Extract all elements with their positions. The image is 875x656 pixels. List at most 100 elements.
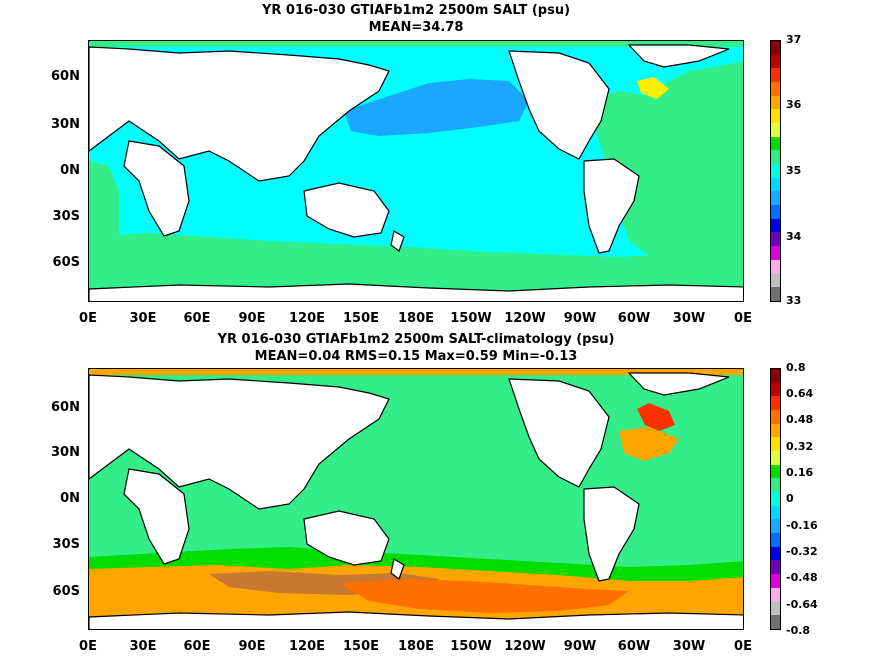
lon-label: 30W — [672, 311, 706, 326]
lon-label: 30E — [129, 311, 157, 326]
colorbar-tick-label: 0.48 — [786, 413, 814, 426]
colorbar-swatch — [771, 505, 780, 520]
panel1-map — [88, 40, 744, 302]
field-cell — [589, 61, 743, 266]
land-polygon — [303, 182, 390, 238]
colorbar-tick-label: 33 — [786, 294, 802, 307]
lon-label: 150W — [450, 311, 492, 326]
colorbar-tick-label: -0.8 — [786, 624, 811, 637]
colorbar-swatch — [771, 246, 780, 260]
lon-label: 90E — [238, 639, 266, 654]
land-polygon — [583, 486, 640, 582]
lon-label: 30E — [129, 639, 157, 654]
colorbar-swatch — [771, 615, 780, 629]
colorbar-swatch — [771, 382, 780, 397]
colorbar-swatch — [771, 82, 780, 96]
colorbar-swatch — [771, 109, 780, 124]
colorbar-tick-label: 37 — [786, 33, 802, 46]
colorbar-swatch — [771, 423, 780, 438]
colorbar-swatch — [771, 492, 780, 506]
colorbar-swatch — [771, 587, 780, 602]
colorbar-swatch — [771, 205, 780, 219]
colorbar-tick-label: 0.32 — [786, 440, 814, 453]
colorbar-swatch — [771, 136, 780, 151]
colorbar-tick-label: 0.8 — [786, 361, 806, 374]
colorbar-swatch — [771, 218, 780, 233]
lat-label: 60S — [52, 584, 80, 599]
colorbar-swatch — [771, 437, 780, 452]
lon-label: 90E — [238, 311, 266, 326]
land-polygon — [390, 230, 405, 252]
lon-label: 120E — [288, 311, 326, 326]
panel2-ocean-field — [89, 369, 743, 629]
colorbar-swatch — [771, 464, 780, 479]
lat-label: 30N — [51, 445, 80, 460]
lon-label: 0E — [79, 311, 97, 326]
colorbar-swatch — [771, 164, 780, 178]
lon-label: 120E — [288, 639, 326, 654]
colorbar-tick-label: 36 — [786, 98, 802, 111]
lon-label: 180E — [397, 311, 435, 326]
field-cell — [89, 41, 743, 47]
lat-label: 0N — [60, 491, 80, 506]
land-polygon — [583, 158, 640, 254]
colorbar-tick-label: 34 — [786, 230, 802, 243]
colorbar-tick-label: 0.16 — [786, 466, 814, 479]
panel2-title: YR 016-030 GTIAFb1m2 2500m SALT-climatol… — [217, 332, 615, 347]
panel2-map — [88, 368, 744, 630]
colorbar-swatch — [771, 546, 780, 561]
land-polygon — [303, 510, 390, 566]
lon-label: 150E — [342, 639, 380, 654]
lon-label: 60W — [617, 639, 651, 654]
colorbar-swatch — [771, 451, 780, 465]
lon-label: 0E — [734, 311, 752, 326]
panel2-land — [89, 372, 743, 629]
lat-label: 60N — [51, 69, 80, 84]
lat-label: 60S — [52, 255, 80, 270]
field-cell — [637, 77, 669, 99]
field-cell — [89, 233, 743, 301]
colorbar-swatch — [771, 574, 780, 588]
lon-label: 30W — [672, 639, 706, 654]
colorbar-tick-label: -0.16 — [786, 519, 818, 532]
lat-label: 0N — [60, 163, 80, 178]
colorbar-tick-label: -0.64 — [786, 598, 818, 611]
colorbar-tick-label: 35 — [786, 164, 802, 177]
lon-label: 0E — [79, 639, 97, 654]
lat-label: 30S — [52, 537, 80, 552]
colorbar-tick-label: -0.48 — [786, 571, 818, 584]
colorbar-swatch — [771, 259, 780, 274]
panel2-subtitle: MEAN=0.04 RMS=0.15 Max=0.59 Min=-0.13 — [254, 349, 578, 364]
colorbar-swatch — [771, 41, 780, 55]
land-polygon — [508, 50, 610, 160]
land-polygon — [508, 378, 610, 488]
panel1-ocean-field — [89, 41, 743, 301]
colorbar-tick-label: 0.64 — [786, 387, 814, 400]
colorbar-swatch — [771, 601, 780, 616]
colorbar-swatch — [771, 177, 780, 192]
field-cell — [339, 579, 629, 613]
land-polygon — [123, 468, 190, 565]
panel1-colorbar — [770, 40, 781, 302]
colorbar-swatch — [771, 123, 780, 137]
field-cell — [89, 369, 743, 375]
land-polygon — [89, 374, 390, 510]
field-cell — [344, 79, 529, 136]
panel1-field — [89, 41, 743, 301]
colorbar-tick-label: -0.32 — [786, 545, 818, 558]
panel1-subtitle: MEAN=34.78 — [368, 20, 464, 35]
land-polygon — [627, 372, 730, 396]
lon-label: 180E — [397, 639, 435, 654]
colorbar-swatch — [771, 396, 780, 411]
colorbar-swatch — [771, 287, 780, 301]
colorbar-swatch — [771, 533, 780, 547]
land-polygon — [89, 283, 743, 301]
lon-label: 60E — [183, 311, 211, 326]
field-cell — [89, 161, 119, 246]
colorbar-swatch — [771, 519, 780, 534]
land-polygon — [390, 558, 405, 580]
lon-label: 90W — [563, 311, 597, 326]
land-polygon — [123, 140, 190, 237]
colorbar-swatch — [771, 150, 780, 165]
lon-label: 150E — [342, 311, 380, 326]
